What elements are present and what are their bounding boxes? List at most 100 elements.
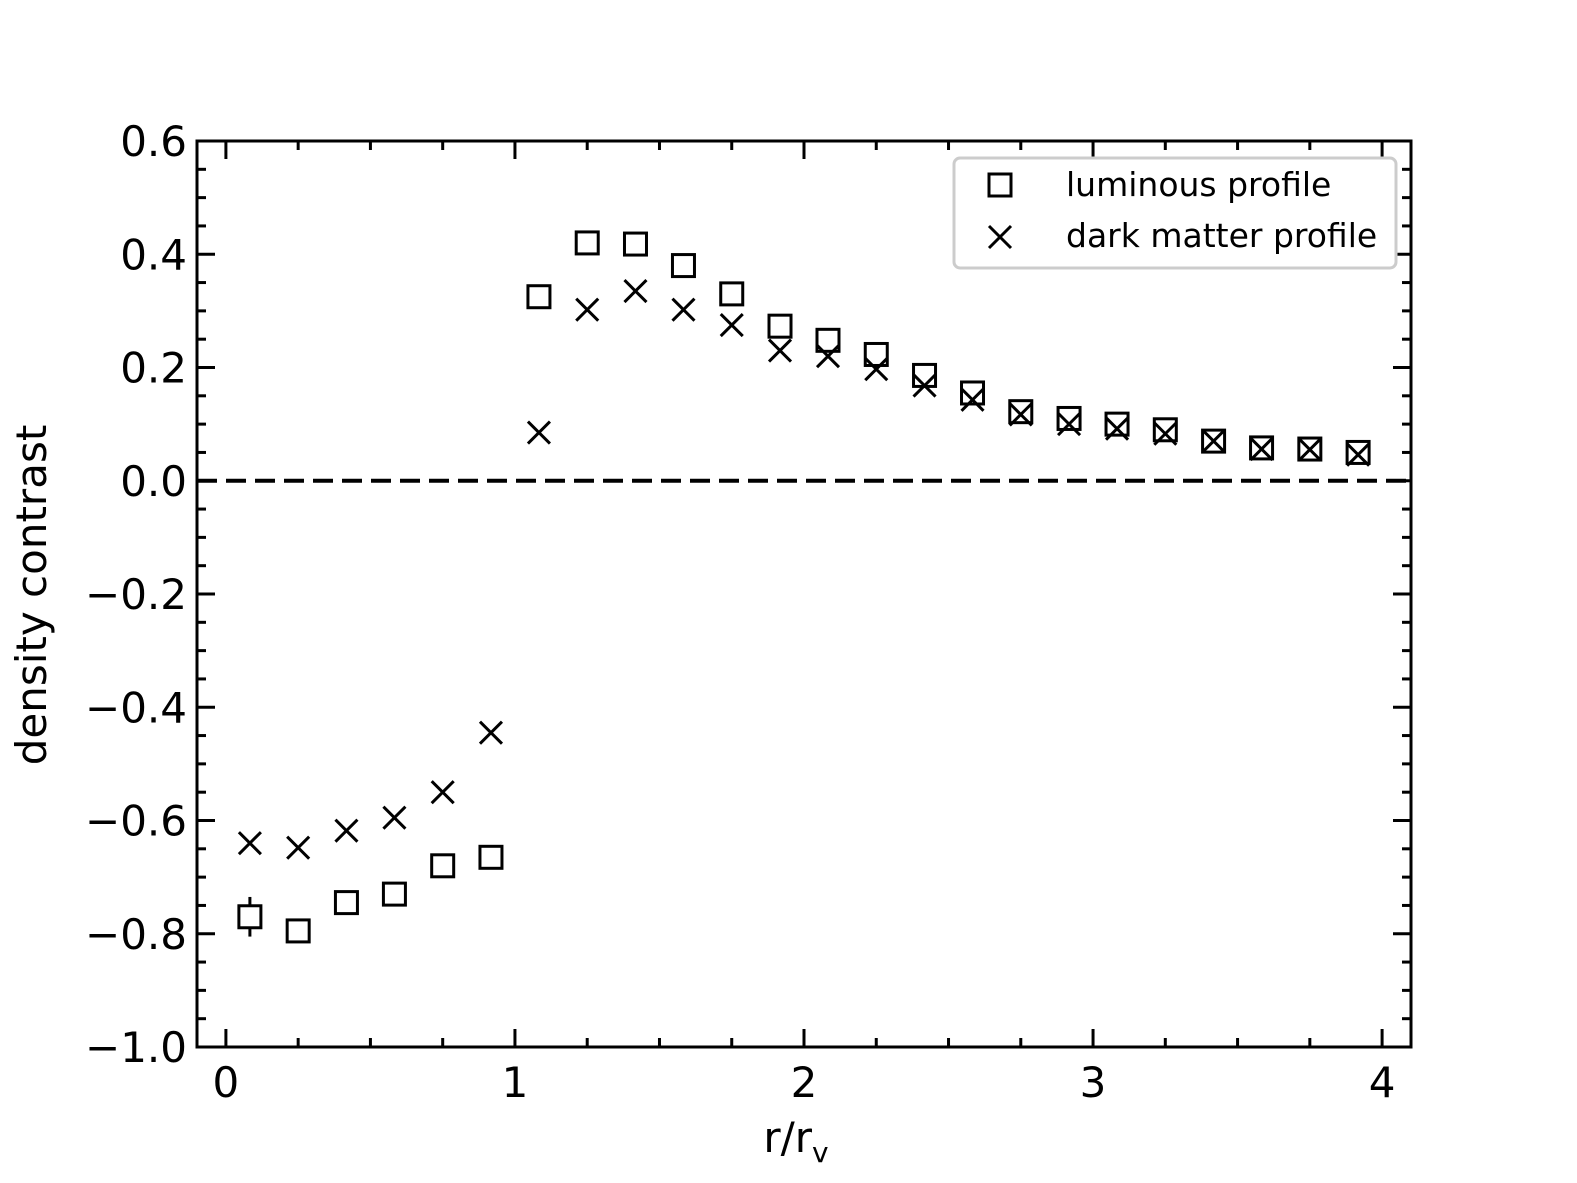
luminous-point [815,327,841,353]
dark-matter-point [286,835,311,860]
dark-matter-point-stroke [526,420,552,445]
legend-marker-dark-matter [987,224,1013,250]
dark-matter-point [912,373,937,398]
luminous-point [237,904,263,930]
legend-label-dark-matter: dark matter profile [1066,216,1377,255]
y-axis-title: density contrast [7,425,56,766]
dark-matter-point-stroke [478,720,504,745]
dark-matter-point [1056,412,1082,437]
dark-matter-point [1201,429,1226,454]
dark-matter-point [671,297,696,322]
legend: luminous profile dark matter profile [952,156,1398,270]
luminous-point [1152,417,1178,443]
y-tick-label: 0.6 [120,117,187,166]
dark-matter-point-stroke [719,312,744,338]
y-tick-label: −0.4 [85,683,187,732]
x-tick-label: 3 [1080,1058,1107,1107]
dark-matter-point [1297,437,1322,462]
x-axis-title-sub: v [812,1136,829,1169]
x-tick-label: 0 [213,1058,240,1107]
dark-matter-point [1249,436,1274,462]
dark-matter-point-stroke [912,373,937,398]
dark-matter-point [334,818,359,843]
luminous-point [526,284,552,310]
luminous-point [1201,428,1227,454]
dark-matter-point-stroke [1297,437,1322,462]
dark-matter-point-stroke [767,338,793,363]
y-tick-label: −0.2 [85,570,187,619]
luminous-point [767,313,793,339]
x-axis-title-main: r/r [763,1113,812,1162]
dark-matter-point [1346,442,1371,467]
dark-matter-point-stroke [286,835,311,860]
dark-matter-point [960,387,985,412]
y-tick-label: 0.2 [120,344,187,393]
legend-label-luminous: luminous profile [1066,165,1331,204]
luminous-point [1249,435,1275,461]
dark-matter-point-stroke [382,805,407,830]
y-tick-label: 0.4 [120,230,187,279]
luminous-point [960,380,986,406]
dark-matter-point-stroke [334,818,359,843]
luminous-point [719,281,745,307]
dark-matter-point [767,338,793,363]
luminous-point [1104,411,1130,437]
dark-matter-point [575,297,600,322]
luminous-point [285,918,311,944]
dark-matter-point [815,344,841,369]
dark-matter-point-stroke [1249,436,1274,462]
luminous-point [430,853,456,879]
luminous-point [1056,405,1082,431]
legend-marker-luminous [987,172,1013,198]
ticks-layer: 0 1 2 3 4 −1.0 −0.8 −0.6 −0.4 −0.2 0.0 0.2 0.4 0.6 [85,117,1411,1107]
dark-matter-point-stroke [1346,442,1371,467]
dark-matter-point [623,278,648,304]
luminous-point [381,881,407,907]
dark-matter-point-stroke [1056,412,1082,437]
dark-matter-point-stroke [815,344,841,369]
dark-matter-point-stroke [1104,416,1130,441]
dark-matter-point [526,420,552,445]
dark-matter-point [478,720,504,745]
x-tick-label: 4 [1369,1058,1396,1107]
luminous-point [622,231,648,257]
dark-matter-point-stroke [960,387,985,412]
dark-matter-point [382,805,407,830]
dark-matter-point-stroke [575,297,600,322]
x-tick-label: 1 [502,1058,529,1107]
dark-matter-point-stroke [623,278,648,304]
dark-matter-point-stroke [1201,429,1226,454]
x-axis-title: r/rv [763,1113,828,1169]
dark-matter-point-stroke [237,831,262,856]
dark-matter-point [1008,402,1033,427]
plot-frame [195,139,1413,1049]
markers-layer [237,230,1371,944]
luminous-point [478,844,504,870]
dark-matter-point [719,312,744,338]
dark-matter-point [237,831,262,856]
y-tick-label: −0.6 [85,797,187,846]
dark-matter-point [864,357,889,382]
luminous-point [1297,436,1323,462]
dark-matter-point-stroke [671,297,696,322]
luminous-point [1008,399,1034,425]
dark-matter-point-stroke [1008,402,1033,427]
luminous-point [333,890,359,916]
x-tick-label: 2 [791,1058,818,1107]
dark-matter-point-stroke [1153,421,1178,446]
dark-matter-point [1104,416,1130,441]
luminous-point [670,253,696,279]
luminous-point [1345,439,1371,465]
luminous-point [912,362,938,388]
y-tick-label: 0.0 [120,457,187,506]
dark-matter-point [1153,421,1178,446]
y-tick-label: −1.0 [85,1023,187,1072]
dark-matter-point-stroke [864,357,889,382]
dark-matter-point [430,780,455,805]
luminous-point [574,230,600,256]
y-tick-label: −0.8 [85,910,187,959]
luminous-point [863,341,889,367]
legend-box [952,156,1398,270]
dark-matter-point-stroke [430,780,455,805]
